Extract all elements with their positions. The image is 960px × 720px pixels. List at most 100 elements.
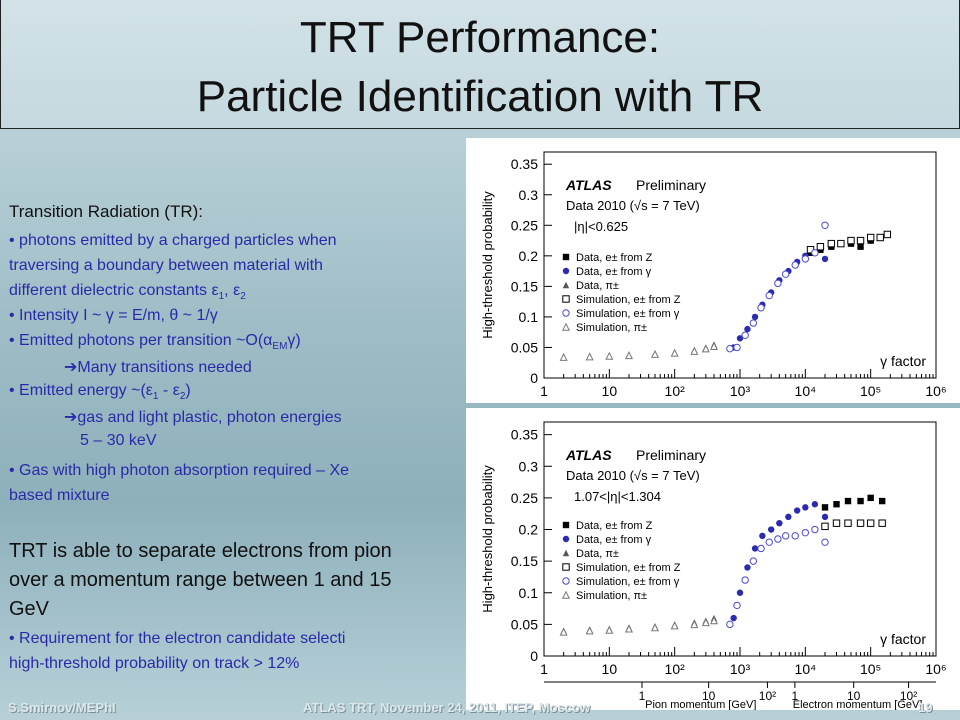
- legend-marker: [562, 535, 570, 543]
- data-point: [736, 335, 744, 342]
- data-point: [785, 513, 792, 521]
- data-point: [801, 255, 810, 263]
- x-tick-label: 1: [540, 661, 548, 677]
- x-tick-label: 10⁴: [795, 661, 817, 677]
- preliminary-label: Preliminary: [636, 447, 706, 463]
- data-point: [726, 620, 734, 629]
- legend-marker: [562, 253, 570, 261]
- data-point: [670, 621, 679, 630]
- pion-momentum-tick-label: 1: [639, 689, 646, 703]
- atlas-label: ATLAS: [565, 447, 612, 463]
- legend-entry: Simulation, e± from Z: [576, 294, 681, 306]
- x-tick-label: 10²: [665, 383, 686, 399]
- data-point: [690, 620, 699, 629]
- requirement-line2: high-threshold probability on track > 12…: [9, 655, 300, 672]
- data-point: [767, 526, 775, 533]
- data-point: [744, 325, 751, 333]
- data-point: [774, 279, 782, 288]
- legend-entry: Data, π±: [576, 548, 619, 560]
- data-point: [781, 532, 790, 540]
- bullet-5b: based mixture: [9, 487, 110, 504]
- data-point: [741, 576, 749, 584]
- data-point: [811, 501, 819, 508]
- y-axis-label: High-threshold probability: [480, 465, 495, 613]
- y-tick-label: 0.35: [511, 156, 538, 172]
- data-point: [844, 497, 852, 505]
- data-point: [878, 497, 886, 505]
- requirement-line1: • Requirement for the electron candidate…: [9, 630, 346, 647]
- data-point: [650, 623, 660, 632]
- data-point: [857, 497, 864, 505]
- bullet-4: • Emitted energy ~(ε1 - ε2): [9, 382, 191, 403]
- y-tick-label: 0: [530, 648, 538, 664]
- slide-title-line1: TRT Performance:: [299, 13, 661, 62]
- y-tick-label: 0.3: [519, 458, 539, 474]
- data-point: [801, 528, 810, 537]
- data-point: [751, 313, 759, 321]
- legend-entry: Data, e± from γ: [576, 266, 652, 278]
- legend-entry: Data, e± from γ: [576, 534, 652, 546]
- footer-page-number: 19: [918, 700, 933, 715]
- plot-bottom-panel: 0 0.05 0.1 0.15 0.2 0.25 0.3 0.35 1 10 10² 10³ 10⁴ 10…: [466, 408, 960, 711]
- eta-range-label: |η|<0.625: [574, 219, 628, 234]
- arrow-icon: ➔: [64, 359, 78, 376]
- legend-entry: Simulation, π±: [576, 590, 647, 602]
- data-point: [759, 532, 766, 540]
- data-point: [774, 535, 782, 543]
- eta-range-label: 1.07<|η|<1.304: [574, 489, 661, 504]
- x-tick-label: 10⁶: [925, 661, 946, 677]
- electron-momentum-tick-label: 1: [792, 689, 799, 703]
- data-point: [802, 504, 809, 511]
- data-point: [670, 348, 679, 357]
- tr-heading: Transition Radiation (TR):: [9, 202, 203, 221]
- x-tick-label: 10⁵: [860, 383, 881, 399]
- x-tick-label: 10³: [730, 661, 751, 677]
- data-point: [741, 331, 749, 339]
- data-point: [751, 545, 759, 552]
- data-point: [605, 351, 614, 360]
- legend-marker: [561, 590, 571, 599]
- legend-entry: Simulation, e± from γ: [576, 576, 680, 588]
- x-tick-label: 10⁴: [795, 383, 817, 399]
- data-point: [585, 352, 594, 361]
- x-tick-label: 10⁶: [925, 383, 946, 399]
- separation-line2: over a momentum range between 1 and 15: [9, 569, 392, 591]
- data-point: [876, 233, 884, 242]
- bullet-3: • Emitted photons per transition ~O(αEMγ…: [9, 332, 301, 353]
- data-point: [821, 221, 829, 229]
- data-point: [856, 236, 865, 245]
- data-point: [816, 242, 825, 251]
- data-point: [733, 601, 741, 610]
- data-point: [559, 352, 568, 361]
- pion-momentum-tick-label: 10: [702, 689, 716, 703]
- data-point: [866, 233, 875, 242]
- bullet-4-range: 5 – 30 keV: [80, 432, 157, 449]
- pion-momentum-label: Pion momentum [GeV]: [645, 699, 756, 710]
- slide-title-line2: Particle Identification with TR: [196, 72, 764, 121]
- data-point: [827, 239, 836, 248]
- y-axis-label: High-threshold probability: [480, 191, 495, 339]
- legend-marker: [561, 322, 571, 331]
- x-tick-label: 10²: [665, 661, 686, 677]
- footer-author: S.Smirnov/MEPhI: [8, 700, 116, 715]
- data-point: [733, 343, 741, 352]
- bullet-3-arrow: ➔Many transitions needed: [64, 359, 252, 376]
- electron-momentum-label: Electron momentum [GeV]: [793, 699, 923, 710]
- plot-top-panel: 0 0.05 0.1 0.15 0.2 0.25 0.3 0.35 1 10 10² 10³ 10⁴ 10…: [466, 138, 960, 403]
- data-point: [821, 504, 829, 511]
- y-tick-label: 0.05: [511, 616, 538, 632]
- data-point: [701, 618, 710, 627]
- dataset-label: Data 2010 (√s = 7 TeV): [566, 468, 700, 483]
- data-point: [883, 230, 892, 239]
- data-point: [650, 349, 660, 358]
- legend-marker: [562, 563, 570, 571]
- data-point: [793, 507, 801, 514]
- x-tick-label: 1: [540, 383, 548, 399]
- data-point: [744, 564, 751, 571]
- legend-entry: Simulation, π±: [576, 322, 647, 334]
- data-point: [559, 627, 568, 636]
- y-tick-label: 0.15: [511, 278, 538, 294]
- data-point: [730, 614, 737, 622]
- x-tick-label: 10: [602, 383, 618, 399]
- arrow-icon: ➔: [64, 409, 78, 426]
